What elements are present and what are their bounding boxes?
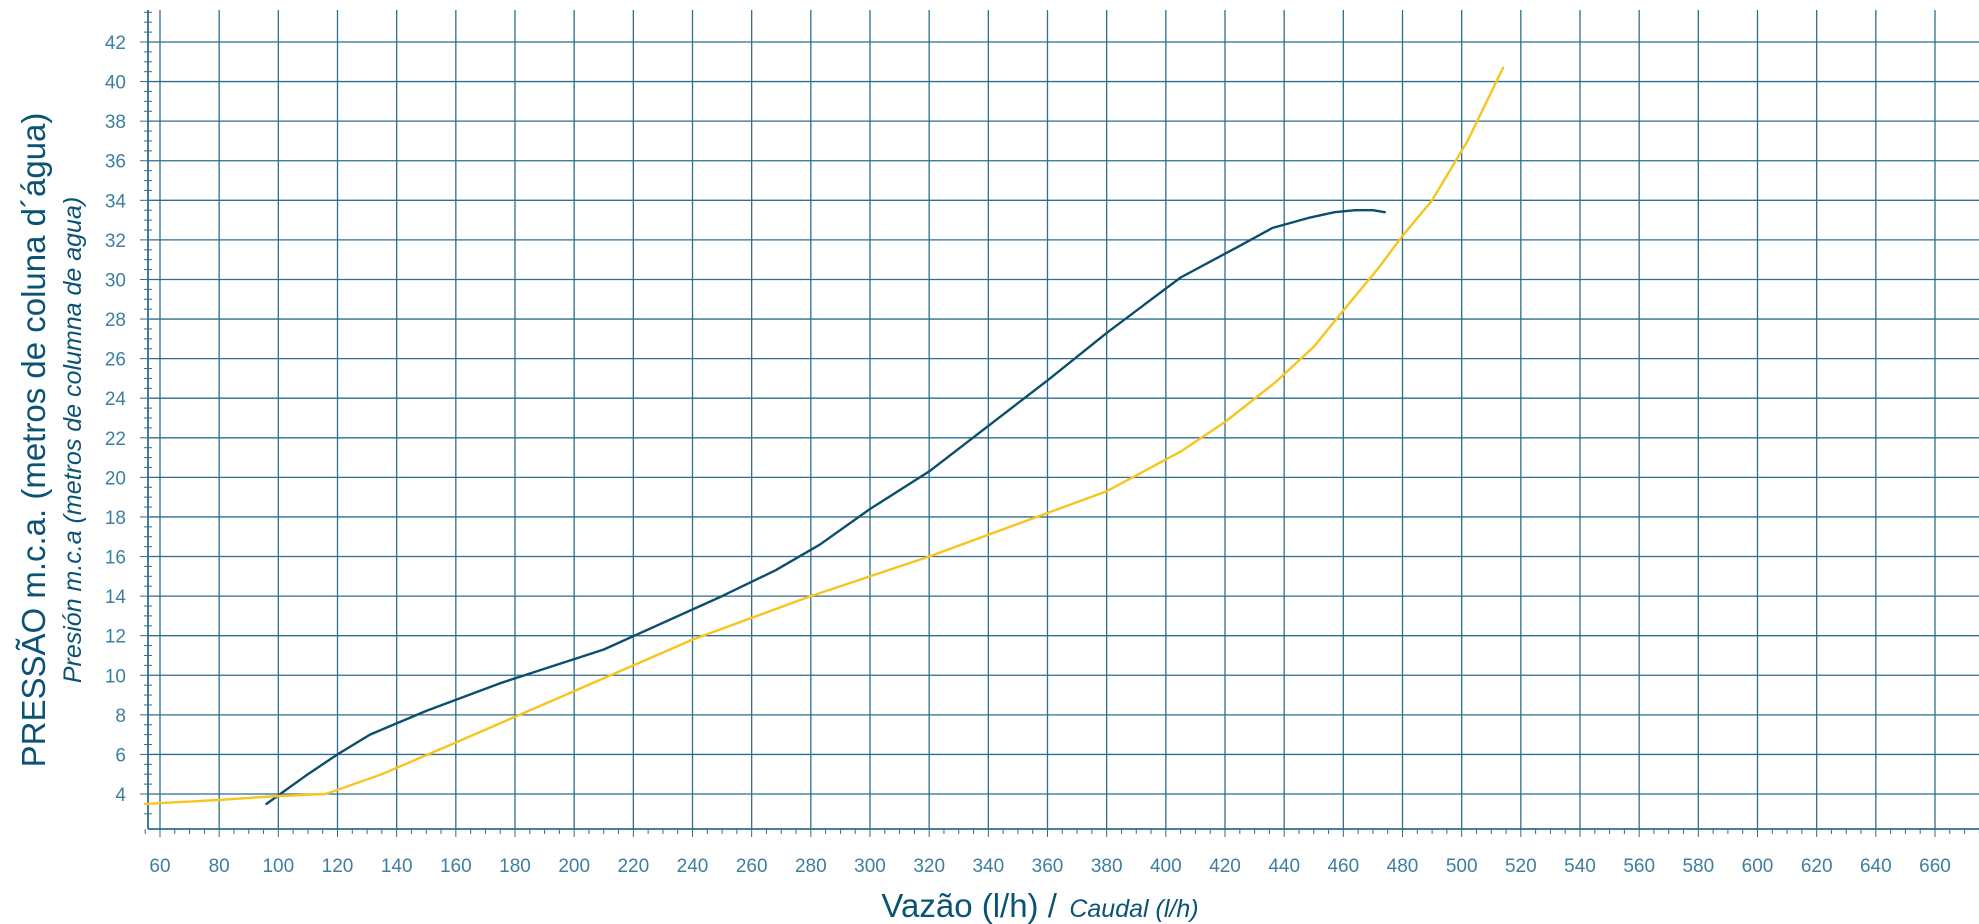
y-tick-label: 14 (105, 587, 127, 608)
y-tick-label: 10 (105, 666, 126, 687)
x-tick-label: 340 (972, 856, 1004, 877)
x-tick-label: 620 (1801, 856, 1833, 877)
y-tick-label: 40 (105, 73, 126, 94)
y-tick-label: 6 (115, 745, 126, 766)
y-tick-label: 20 (105, 468, 126, 489)
x-tick-label: 400 (1150, 856, 1182, 877)
y-tick-label: 16 (105, 548, 126, 569)
y-tick-label: 36 (105, 152, 126, 173)
x-tick-label: 260 (736, 856, 768, 877)
x-tick-label: 420 (1209, 856, 1241, 877)
x-tick-label: 380 (1091, 856, 1123, 877)
x-tick-label: 300 (854, 856, 886, 877)
x-tick-label: 180 (499, 856, 531, 877)
y-tick-label: 12 (105, 627, 126, 648)
y-tick-label: 26 (105, 350, 126, 371)
axes (140, 10, 1979, 837)
x-tick-label: 200 (558, 856, 590, 877)
y-tick-label: 42 (105, 33, 126, 54)
y-tick-label: 8 (115, 706, 126, 727)
x-tick-label: 320 (913, 856, 945, 877)
x-axis-title-main: Vazão (l/h) / (881, 887, 1057, 924)
x-tick-label: 280 (795, 856, 827, 877)
x-tick-label: 100 (262, 856, 294, 877)
y-tick-label: 18 (105, 508, 126, 529)
y-tick-label: 22 (105, 429, 126, 450)
x-axis-title: Vazão (l/h) / Caudal (l/h) (881, 887, 1198, 924)
x-axis-title-alt: Caudal (l/h) (1069, 895, 1198, 923)
x-tick-label: 80 (209, 856, 230, 877)
x-tick-label: 140 (381, 856, 413, 877)
x-tick-label: 500 (1446, 856, 1478, 877)
tick-labels: 4 6 8 10 12 14 16 18 20 22 24 26 28 30 32 34 36 38 40 42 60 8… (105, 33, 1951, 877)
y-tick-label: 32 (105, 231, 126, 252)
series-layer (143, 66, 1505, 806)
y-tick-label: 38 (105, 112, 126, 133)
y-tick-label: 4 (115, 785, 126, 806)
y-tick-label: 34 (105, 191, 127, 212)
y-tick-label: 28 (105, 310, 126, 331)
series-line-2 (143, 66, 1505, 806)
x-tick-label: 560 (1623, 856, 1655, 877)
x-tick-label: 460 (1327, 856, 1359, 877)
x-tick-label: 580 (1682, 856, 1714, 877)
x-tick-label: 480 (1387, 856, 1419, 877)
x-tick-label: 160 (440, 856, 472, 877)
x-tick-label: 120 (322, 856, 354, 877)
x-tick-label: 360 (1032, 856, 1064, 877)
y-axis-title: PRESSÃO m.c.a. (metros de coluna d´água) (15, 113, 52, 768)
x-tick-label: 540 (1564, 856, 1596, 877)
y-tick-label: 30 (105, 270, 126, 291)
y-tick-label: 24 (105, 389, 127, 410)
x-tick-label: 240 (677, 856, 709, 877)
x-tick-label: 440 (1268, 856, 1300, 877)
x-tick-label: 220 (617, 856, 649, 877)
x-tick-label: 520 (1505, 856, 1537, 877)
x-tick-label: 640 (1860, 856, 1892, 877)
y-axis-title-alt: Presión m.c.a (metros de columna de agua… (59, 197, 87, 683)
grid (148, 10, 1979, 829)
x-tick-label: 660 (1919, 856, 1951, 877)
x-tick-label: 60 (149, 856, 170, 877)
x-tick-label: 600 (1742, 856, 1774, 877)
series-line-1 (265, 208, 1387, 806)
